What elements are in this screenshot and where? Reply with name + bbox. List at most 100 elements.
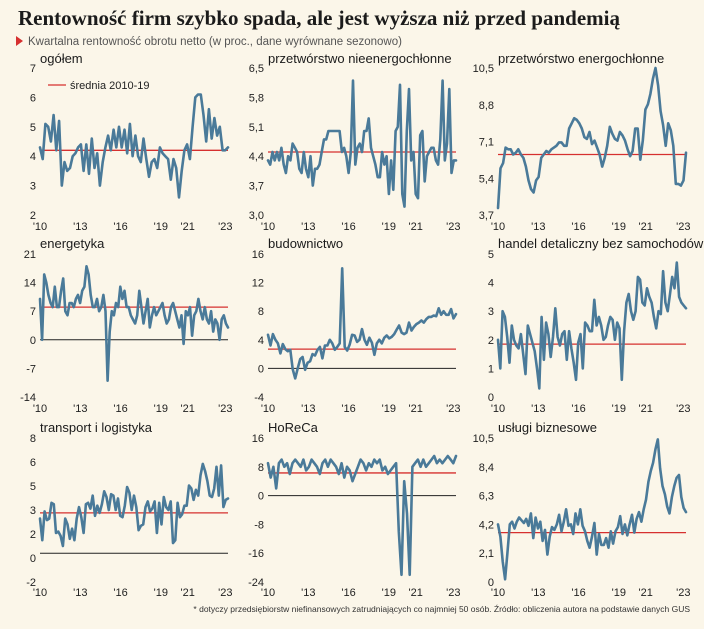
x-tick-label: '13 xyxy=(73,587,87,599)
series-line xyxy=(496,261,688,390)
x-tick-label: '13 xyxy=(531,221,545,233)
y-tick-label: 16 xyxy=(252,249,264,261)
y-tick-label: 3 xyxy=(30,505,36,517)
page-subtitle: Kwartalna rentowność obrotu netto (w pro… xyxy=(16,36,402,48)
x-tick-label: '23 xyxy=(218,403,232,415)
y-tick-label: 8 xyxy=(258,462,264,474)
x-tick-label: '23 xyxy=(218,587,232,599)
x-tick-label: '10 xyxy=(491,221,505,233)
x-tick-label: '10 xyxy=(261,403,275,415)
x-tick-label: '21 xyxy=(409,221,423,233)
y-tick-label: 4 xyxy=(30,151,36,163)
y-tick-label: 0 xyxy=(488,392,494,404)
y-tick-label: 0 xyxy=(258,491,264,503)
y-tick-label: 2 xyxy=(30,529,36,541)
x-tick-label: '19 xyxy=(612,403,626,415)
y-tick-label: 3,0 xyxy=(249,210,264,222)
red-triangle-icon xyxy=(16,36,23,46)
page-title: Rentowność firm szybko spada, ale jest w… xyxy=(18,6,620,30)
chart-panel: ogółem 2 3 4 5 6 7 '10 '13 '16 '19 '21 '23 średnia 20… xyxy=(30,51,233,233)
chart-panel: przetwórstwo energochłonne 3,7 5,4 7,1 8,8 10… xyxy=(473,51,691,233)
x-tick-label: '21 xyxy=(181,403,195,415)
chart-panel: energetyka -14 -7 0 7 14 21 '10 '13 '16 '19 '21 '23 xyxy=(20,236,232,415)
chart-panel: budownictwo -4 0 4 8 12 16 '10 '13 '16 '19 '21 '23 xyxy=(252,236,461,415)
x-tick-label: '16 xyxy=(341,403,355,415)
y-tick-label: 8 xyxy=(30,433,36,445)
x-tick-label: '13 xyxy=(73,403,87,415)
x-tick-label: '16 xyxy=(571,403,585,415)
y-tick-label: -8 xyxy=(254,519,264,531)
y-tick-label: 8 xyxy=(258,306,264,318)
chart-panel: przetwórstwo nieenergochłonne 3,0 3,7 4,4 5,… xyxy=(249,51,461,233)
x-tick-label: '10 xyxy=(261,587,275,599)
x-tick-label: '19 xyxy=(382,587,396,599)
chart-panel: transport i logistyka -2 0 2 3 5 6 8 '10 '13 '16 '1… xyxy=(26,420,232,599)
y-tick-label: 0 xyxy=(30,335,36,347)
y-tick-label: 5,1 xyxy=(249,122,264,134)
x-tick-label: '10 xyxy=(261,221,275,233)
series-line xyxy=(266,79,458,208)
x-tick-label: '13 xyxy=(301,403,315,415)
subtitle-text: Kwartalna rentowność obrotu netto (w pro… xyxy=(28,36,402,48)
y-tick-label: 5 xyxy=(488,249,494,261)
x-tick-label: '19 xyxy=(154,221,168,233)
x-tick-label: '13 xyxy=(73,221,87,233)
x-tick-label: '16 xyxy=(341,221,355,233)
panel-title: przetwórstwo energochłonne xyxy=(498,51,664,66)
series-line xyxy=(266,454,458,577)
series-line xyxy=(38,462,230,548)
y-tick-label: 5,4 xyxy=(479,173,494,185)
x-tick-label: '21 xyxy=(409,403,423,415)
series-line xyxy=(38,264,230,383)
y-tick-label: 4 xyxy=(258,335,264,347)
y-tick-label: 3 xyxy=(488,306,494,318)
x-tick-label: '21 xyxy=(181,221,195,233)
y-tick-label: 8,8 xyxy=(479,100,494,112)
x-tick-label: '21 xyxy=(181,587,195,599)
y-tick-label: -14 xyxy=(20,392,36,404)
x-tick-label: '23 xyxy=(676,587,690,599)
y-tick-label: 12 xyxy=(252,278,264,290)
x-tick-label: '16 xyxy=(113,403,127,415)
x-tick-label: '21 xyxy=(639,403,653,415)
x-tick-label: '19 xyxy=(612,221,626,233)
x-tick-label: '13 xyxy=(301,221,315,233)
y-tick-label: 5 xyxy=(30,481,36,493)
y-tick-label: 6,5 xyxy=(249,63,264,75)
y-tick-label: 5,8 xyxy=(249,92,264,104)
x-tick-label: '19 xyxy=(382,403,396,415)
x-tick-label: '16 xyxy=(341,587,355,599)
x-tick-label: '13 xyxy=(531,587,545,599)
x-tick-label: '16 xyxy=(571,587,585,599)
x-tick-label: '21 xyxy=(639,587,653,599)
x-tick-label: '16 xyxy=(571,221,585,233)
panel-title: handel detaliczny bez samochodów xyxy=(498,236,704,251)
y-tick-label: 7,1 xyxy=(479,137,494,149)
legend-label: średnia 2010-19 xyxy=(70,80,150,92)
x-tick-label: '13 xyxy=(301,587,315,599)
y-tick-label: -2 xyxy=(26,577,36,589)
chart-panel: usługi biznesowe 0 2,1 4,2 6,3 8,4 10,5 '10 '13 '… xyxy=(473,420,691,599)
panel-title: HoReCa xyxy=(268,420,319,435)
y-tick-label: 14 xyxy=(24,278,36,290)
y-tick-label: 6 xyxy=(30,92,36,104)
x-tick-label: '13 xyxy=(531,403,545,415)
x-tick-label: '19 xyxy=(612,587,626,599)
y-tick-label: 2 xyxy=(30,210,36,222)
panel-title: przetwórstwo nieenergochłonne xyxy=(268,51,452,66)
panel-title: usługi biznesowe xyxy=(498,420,597,435)
y-tick-label: 4,2 xyxy=(479,519,494,531)
y-tick-label: 6 xyxy=(30,457,36,469)
y-tick-label: 3,7 xyxy=(479,210,494,222)
chart-panel: handel detaliczny bez samochodów 0 1 2 3 4 5 '1… xyxy=(488,236,704,415)
x-tick-label: '19 xyxy=(154,587,168,599)
x-tick-label: '19 xyxy=(154,403,168,415)
series-line xyxy=(496,438,688,581)
x-tick-label: '10 xyxy=(491,403,505,415)
y-tick-label: 3 xyxy=(30,181,36,193)
y-tick-label: 0 xyxy=(488,577,494,589)
series-line xyxy=(38,93,230,199)
y-tick-label: 3,7 xyxy=(249,181,264,193)
panel-title: budownictwo xyxy=(268,236,343,251)
